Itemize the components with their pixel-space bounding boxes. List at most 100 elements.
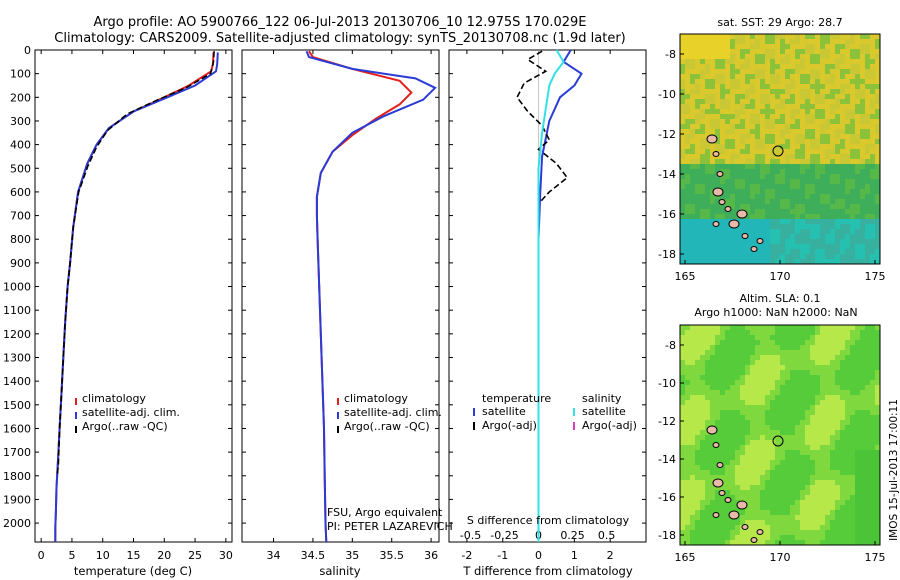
map-cell: [720, 325, 726, 331]
map-cell: [720, 69, 726, 75]
map-cell: [685, 495, 691, 501]
map-cell: [780, 54, 786, 60]
map-cell: [845, 525, 851, 531]
map-cell: [750, 420, 756, 426]
map-cell: [765, 99, 771, 105]
map-cell: [825, 495, 831, 501]
map-cell: [755, 445, 761, 451]
map-cell: [725, 139, 731, 145]
map-cell: [765, 510, 771, 516]
map-cell: [800, 480, 806, 486]
map-cell: [860, 229, 866, 235]
map-cell: [775, 395, 781, 401]
map-cell: [745, 535, 751, 541]
map-cell: [750, 525, 756, 531]
map-cell: [835, 79, 841, 85]
map-cell: [685, 84, 691, 90]
map-cell: [700, 360, 706, 366]
map-cell: [870, 69, 876, 75]
map-cell: [775, 259, 781, 265]
map-cell: [765, 234, 771, 240]
map-cell: [860, 435, 866, 441]
map-cell: [835, 69, 841, 75]
map-cell: [735, 370, 741, 376]
map-cell: [680, 525, 686, 531]
map-cell: [695, 89, 701, 95]
map-cell: [835, 104, 841, 110]
s-tick-label: 0.25: [560, 529, 585, 542]
map-cell: [875, 224, 881, 230]
map-cell: [695, 340, 701, 346]
map-cell: [705, 380, 711, 386]
map-cell: [715, 44, 721, 50]
map-cell: [855, 39, 861, 45]
map-cell: [865, 455, 871, 461]
map-cell: [785, 335, 791, 341]
map-cell: [875, 94, 881, 100]
map-cell: [720, 44, 726, 50]
map-cell: [685, 485, 691, 491]
map-cell: [820, 124, 826, 130]
map-cell: [695, 330, 701, 336]
x-tick-label: 35.5: [379, 549, 404, 562]
map-cell: [800, 74, 806, 80]
map-cell: [745, 244, 751, 250]
map-cell: [840, 520, 846, 526]
map-cell: [750, 89, 756, 95]
map-cell: [875, 139, 881, 145]
map-cell: [710, 520, 716, 526]
map-cell: [840, 490, 846, 496]
map-cell: [755, 335, 761, 341]
map-cell: [705, 505, 711, 511]
map-cell: [780, 229, 786, 235]
map-cell: [730, 395, 736, 401]
map-cell: [795, 79, 801, 85]
map-cell: [860, 219, 866, 225]
map-cell: [845, 229, 851, 235]
map-cell: [805, 49, 811, 55]
map-cell: [780, 244, 786, 250]
map-cell: [725, 189, 731, 195]
map-cell: [755, 395, 761, 401]
map-cell: [705, 440, 711, 446]
map-cell: [875, 184, 881, 190]
map-cell: [830, 184, 836, 190]
map-cell: [685, 34, 691, 40]
map-cell: [865, 415, 871, 421]
map-cell: [785, 525, 791, 531]
map-cell: [695, 450, 701, 456]
map-cell: [845, 59, 851, 65]
map-cell: [750, 440, 756, 446]
map-cell: [865, 134, 871, 140]
map-cell: [875, 350, 881, 356]
map-cell: [845, 214, 851, 220]
map-cell: [820, 360, 826, 366]
map-cell: [725, 49, 731, 55]
map-cell: [835, 199, 841, 205]
map-cell: [700, 465, 706, 471]
map-cell: [800, 445, 806, 451]
map-cell: [825, 380, 831, 386]
map-cell: [755, 365, 761, 371]
map-cell: [830, 465, 836, 471]
map-cell: [815, 440, 821, 446]
map-cell: [690, 189, 696, 195]
map-cell: [790, 405, 796, 411]
map-cell: [740, 164, 746, 170]
map-cell: [805, 415, 811, 421]
map-cell: [795, 490, 801, 496]
map-cell: [840, 475, 846, 481]
map-cell: [775, 59, 781, 65]
map-cell: [875, 259, 881, 265]
map-cell: [715, 119, 721, 125]
map-cell: [870, 515, 876, 521]
map-cell: [780, 69, 786, 75]
map-cell: [820, 410, 826, 416]
map-cell: [755, 189, 761, 195]
map-cell: [755, 340, 761, 346]
map-cell: [720, 495, 726, 501]
map-cell: [705, 340, 711, 346]
map-cell: [850, 335, 856, 341]
map-cell: [725, 34, 731, 40]
map-cell: [690, 335, 696, 341]
